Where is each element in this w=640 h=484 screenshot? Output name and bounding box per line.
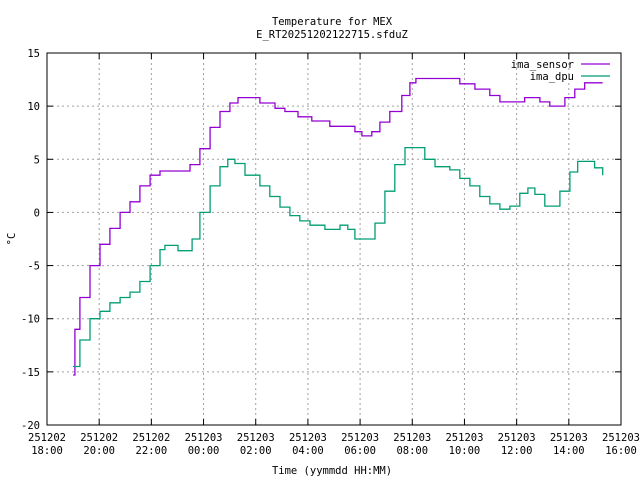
x-tick-date: 251203 xyxy=(289,432,327,444)
y-tick-label: -20 xyxy=(21,420,40,432)
legend-label: ima_sensor xyxy=(511,59,574,71)
chart-title: Temperature for MEX xyxy=(272,16,393,28)
series-line-ima-sensor xyxy=(73,77,603,376)
x-axis-label: Time (yymmdd HH:MM) xyxy=(272,465,392,477)
x-tick-time: 14:00 xyxy=(553,445,585,457)
x-tick-time: 06:00 xyxy=(344,445,376,457)
x-tick-date: 251203 xyxy=(393,432,431,444)
x-tick-date: 251203 xyxy=(602,432,640,444)
x-tick-time: 18:00 xyxy=(31,445,63,457)
y-tick-label: -15 xyxy=(21,367,40,379)
x-tick-date: 251203 xyxy=(445,432,483,444)
x-tick-time: 20:00 xyxy=(83,445,115,457)
plot-frame xyxy=(46,52,622,426)
y-tick-label: 10 xyxy=(27,101,40,113)
y-tick-label: 15 xyxy=(27,48,40,60)
legend-label: ima_dpu xyxy=(530,71,574,83)
y-tick-label: 0 xyxy=(34,207,40,219)
chart-subtitle: E_RT20251202122715.sfduZ xyxy=(256,29,408,41)
x-tick-time: 08:00 xyxy=(396,445,428,457)
x-tick-date: 251202 xyxy=(80,432,118,444)
x-tick-time: 10:00 xyxy=(449,445,481,457)
x-tick-time: 22:00 xyxy=(136,445,168,457)
x-tick-date: 251203 xyxy=(237,432,275,444)
axis-ticks: -20-15-10-505101525120218:0025120220:002… xyxy=(21,48,640,457)
x-tick-time: 12:00 xyxy=(501,445,533,457)
x-tick-date: 251203 xyxy=(341,432,379,444)
x-tick-date: 251203 xyxy=(185,432,223,444)
x-tick-time: 00:00 xyxy=(188,445,220,457)
x-tick-date: 251203 xyxy=(498,432,536,444)
y-tick-label: -5 xyxy=(27,261,40,273)
y-axis-label: °C xyxy=(6,233,18,246)
series-line-ima-dpu xyxy=(73,146,604,368)
x-tick-time: 16:00 xyxy=(605,445,637,457)
x-tick-time: 04:00 xyxy=(292,445,324,457)
series-lines xyxy=(73,77,604,376)
y-tick-label: 5 xyxy=(34,154,40,166)
x-tick-date: 251203 xyxy=(550,432,588,444)
x-tick-time: 02:00 xyxy=(240,445,272,457)
x-tick-date: 251202 xyxy=(28,432,66,444)
x-tick-date: 251202 xyxy=(132,432,170,444)
grid xyxy=(47,53,621,425)
y-tick-label: -10 xyxy=(21,314,40,326)
